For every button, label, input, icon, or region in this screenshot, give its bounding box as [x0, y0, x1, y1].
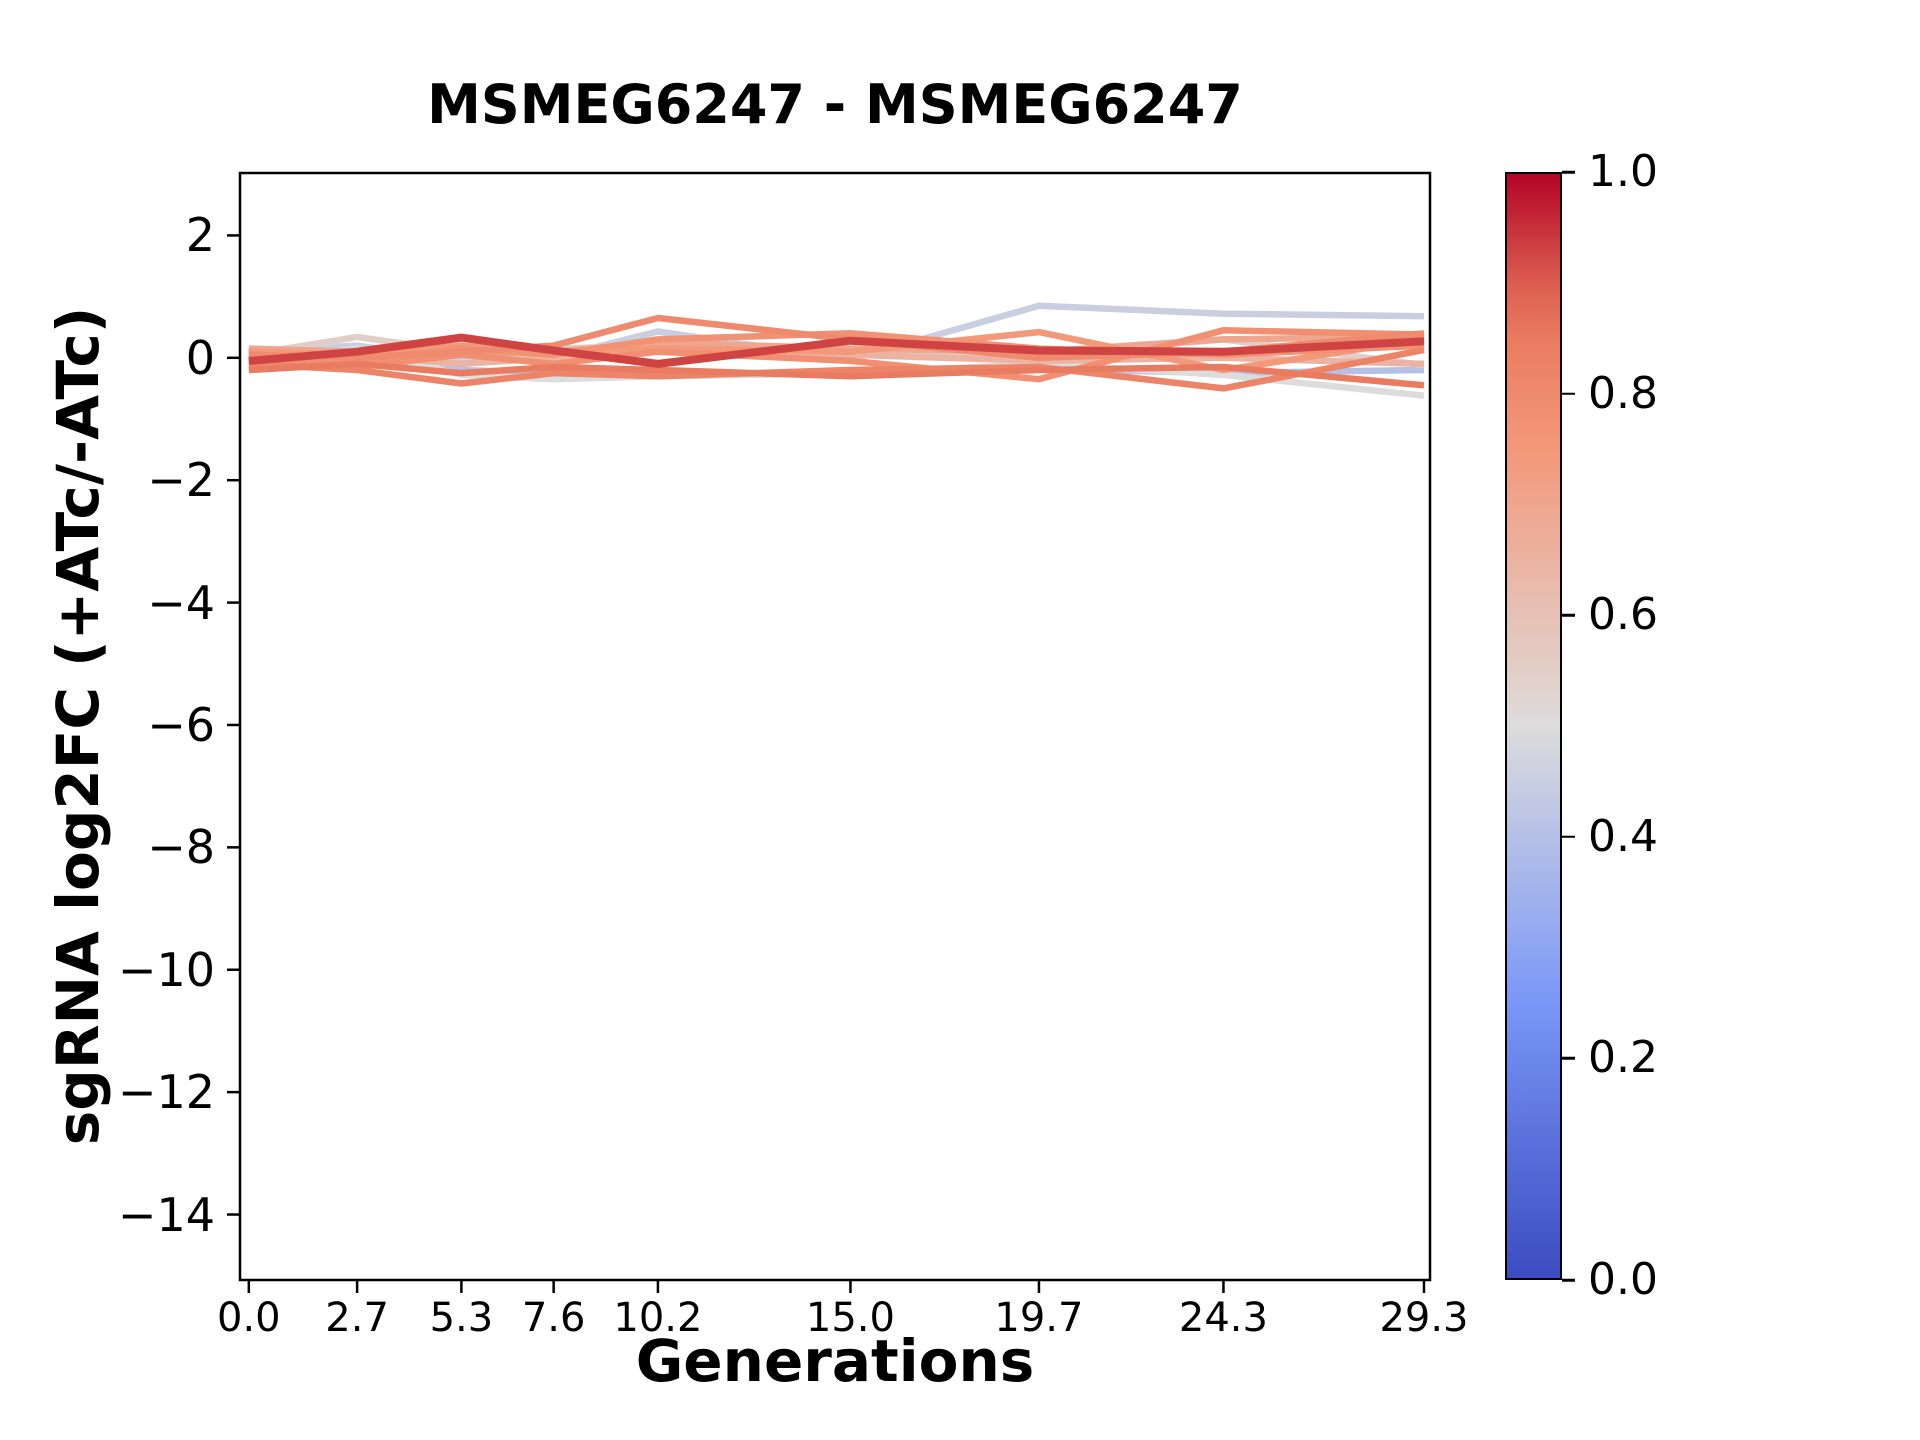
colorbar-tick-label: 0.4 [1588, 810, 1658, 862]
y-tick-label: −4 [147, 575, 215, 630]
colorbar-tick-label: 0.2 [1588, 1032, 1658, 1084]
y-tick-label: −12 [117, 1065, 215, 1120]
x-tick-label: 0.0 [217, 1295, 281, 1341]
colorbar [1505, 172, 1562, 1280]
x-axis-label: Generations [635, 1327, 1035, 1395]
y-tick-label: −6 [147, 697, 215, 752]
y-tick-label: 0 [185, 330, 215, 385]
y-tick-label: −8 [147, 820, 215, 875]
line-sgRNA-11 [248, 346, 1425, 392]
colorbar-tick-label: 1.0 [1588, 146, 1658, 197]
colorbar-tick [1562, 1057, 1575, 1060]
colorbar-tick [1562, 613, 1575, 617]
colorbar-tick [1562, 835, 1575, 839]
y-tick-label: −10 [117, 942, 215, 997]
x-tick-label: 10.2 [613, 1295, 703, 1341]
y-tick-label: −14 [117, 1187, 215, 1242]
colorbar-tick [1562, 392, 1575, 395]
axis-ticks-group [227, 234, 1426, 1293]
x-tick-label: 5.3 [429, 1295, 494, 1341]
x-tick-label: 29.3 [1379, 1295, 1469, 1341]
plot-border [238, 171, 1432, 1282]
colorbar-tick [1562, 1278, 1575, 1282]
colorbar-tick-label: 0.6 [1588, 589, 1658, 641]
line-sgRNA-09 [248, 327, 1425, 383]
x-tick-label: 24.3 [1178, 1295, 1268, 1341]
y-tick-label: −2 [147, 453, 215, 508]
chart-title: MSMEG6247 - MSMEG6247 [427, 73, 1243, 136]
colorbar-tick-label: 0.8 [1588, 367, 1658, 419]
sgrna-lines-group [248, 302, 1425, 399]
x-tick-label: 7.6 [521, 1295, 586, 1341]
x-tick-label: 19.7 [994, 1295, 1084, 1341]
x-tick-label: 2.7 [325, 1295, 389, 1341]
colorbar-tick-label: 0.0 [1588, 1254, 1658, 1305]
line-sgRNA-12 [248, 360, 1425, 389]
line-sgRNA-13 [248, 333, 1425, 368]
colorbar-tick [1562, 170, 1575, 174]
y-tick-label: 2 [185, 208, 215, 263]
x-tick-label: 15.0 [805, 1295, 895, 1341]
